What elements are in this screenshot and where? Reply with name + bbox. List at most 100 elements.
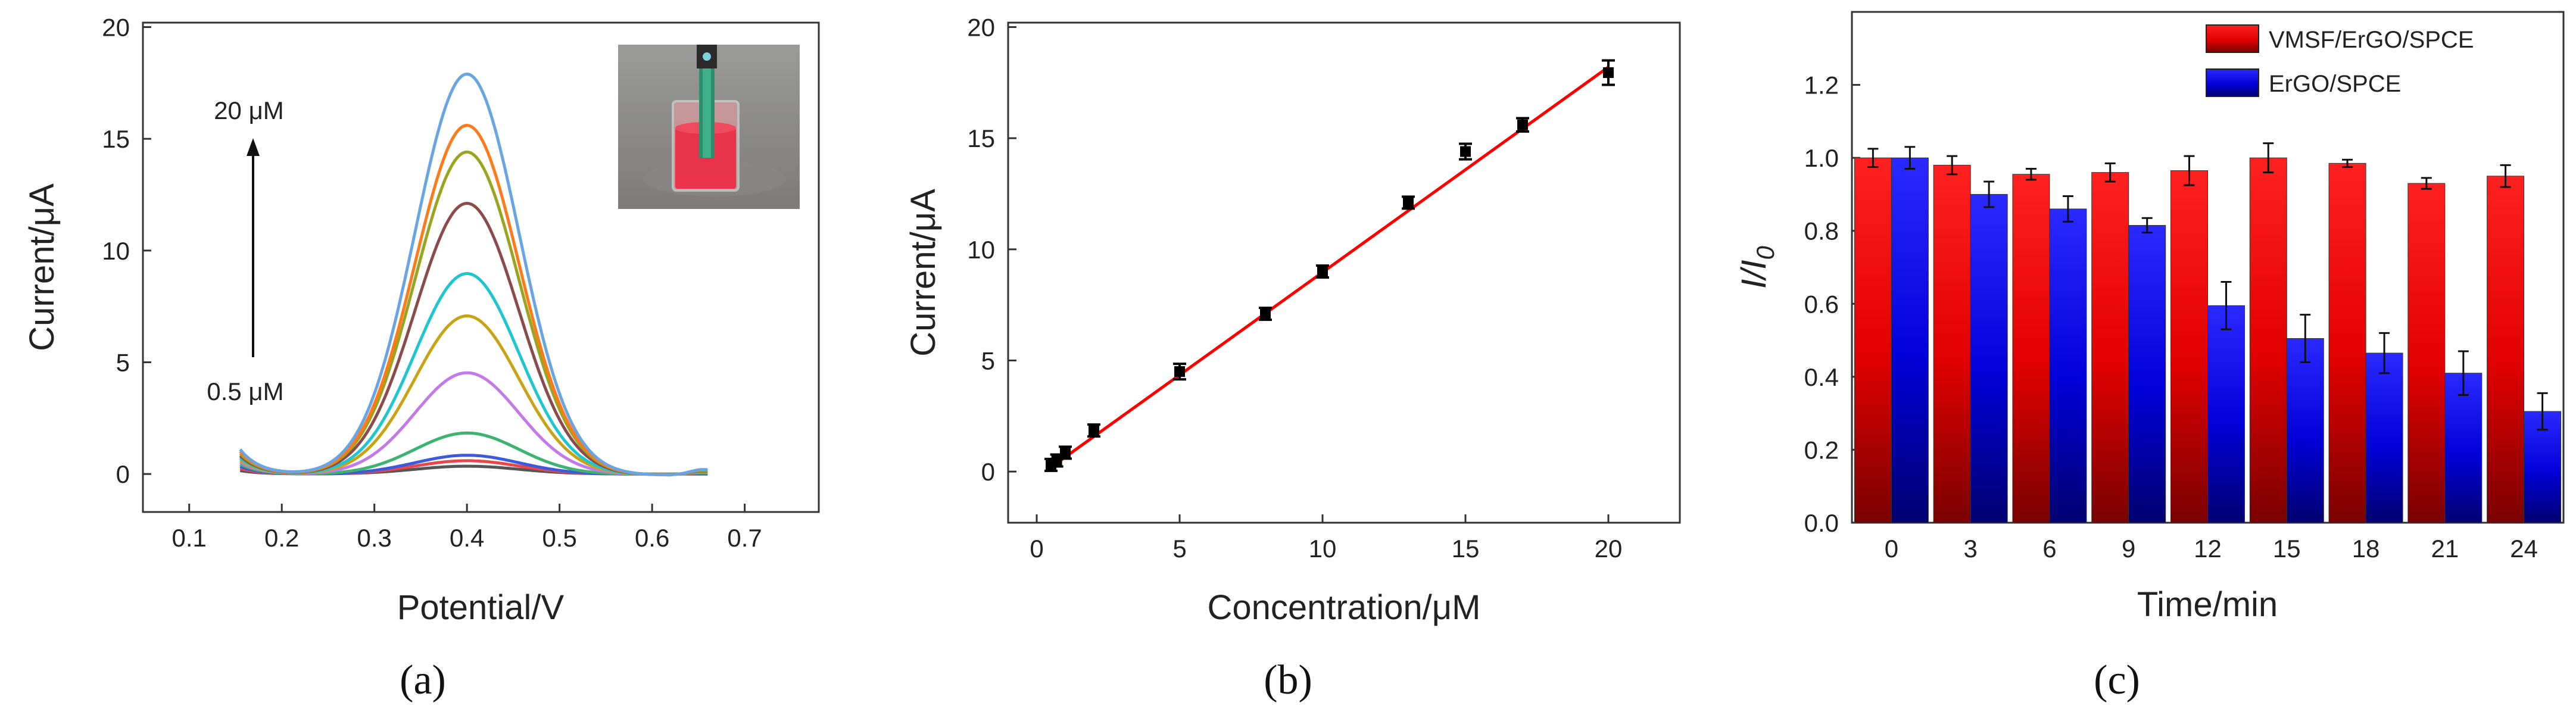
panel-c-x-tick-label: 12 <box>2194 535 2222 563</box>
panel-a-x-tick-label: 0.2 <box>264 524 299 552</box>
panel-b-data-point <box>1460 146 1471 157</box>
panel-a-y-axis-label: Current/μA <box>23 183 61 351</box>
panel-b-x-axis-label: Concentration/μM <box>1208 588 1481 627</box>
panel-c-x-axis-label: Time/min <box>2137 585 2278 624</box>
panel-a-x-tick-label: 0.4 <box>450 524 484 552</box>
panel-a-voltammograms: 0.1 0.2 0.3 0.4 0.5 0.6 0.7 0 5 10 15 20 Potential/… <box>23 14 820 703</box>
panel-b-data-point <box>1317 266 1328 277</box>
panel-c-x-tick-label: 24 <box>2510 535 2538 563</box>
panel-c-y-tick-label: 0.8 <box>1804 217 1839 245</box>
panel-c-bar-vmsf <box>2012 174 2050 523</box>
panel-a-x-tick-label: 0.7 <box>727 524 762 552</box>
panel-b-x-tick-label: 10 <box>1309 535 1337 563</box>
panel-b-data-point <box>1260 308 1271 320</box>
panel-c-bar-vmsf <box>1854 157 1892 523</box>
panel-a-arrowhead <box>247 138 260 156</box>
panel-a-x-axis-label: Potential/V <box>397 588 565 627</box>
panel-b-fit-line <box>1047 65 1610 471</box>
panel-c-bar-ergo <box>2049 208 2087 523</box>
panel-c-bars <box>1854 142 2562 523</box>
panel-a-curve-5 <box>239 371 708 476</box>
panel-c-y-tick-label: 0.6 <box>1804 290 1839 318</box>
panel-a-curve-11 <box>239 72 708 477</box>
panel-b-data-point <box>1174 366 1185 377</box>
panel-b-calibration: 0 5 10 15 20 0 5 10 15 20 Concentration/μM Curren… <box>904 13 1681 703</box>
panel-a-x-tick-label: 0.1 <box>172 524 207 552</box>
panel-c-bar-ergo <box>2286 338 2324 523</box>
legend-label-ergo: ErGO/SPCE <box>2269 71 2401 97</box>
panel-c-bar-vmsf <box>2328 163 2366 523</box>
panel-c-bar-vmsf <box>2091 172 2129 523</box>
panel-a-axis-ticks: 0.1 0.2 0.3 0.4 0.5 0.6 0.7 0 5 10 15 20 <box>102 14 762 552</box>
panel-a-x-tick-label: 0.6 <box>635 524 669 552</box>
panel-c-x-tick-label: 9 <box>2122 535 2135 563</box>
panel-b-x-tick-label: 20 <box>1595 535 1623 563</box>
legend-swatch-ergo <box>2206 68 2259 97</box>
panel-c-bar-vmsf <box>2407 183 2446 523</box>
panel-a-y-tick-label: 20 <box>102 14 130 42</box>
panel-b-x-tick-label: 0 <box>1030 535 1043 563</box>
panel-b-label: (b) <box>1264 657 1312 703</box>
panel-b-y-tick-label: 5 <box>981 346 995 374</box>
panel-c-bar-ergo <box>2444 373 2483 523</box>
panel-c-bar-vmsf <box>2170 170 2208 523</box>
panel-a-curve-6 <box>239 314 708 476</box>
panel-b-data-point <box>1060 447 1071 458</box>
panel-c-y-tick-label: 0.4 <box>1804 363 1839 391</box>
panel-c-x-tick-label: 0 <box>1885 535 1898 563</box>
panel-a-curves <box>239 72 708 477</box>
panel-a-y-tick-label: 10 <box>102 237 130 265</box>
panel-a-annotation-bottom: 0.5 μM <box>207 377 283 405</box>
panel-b-x-tick-label: 15 <box>1452 535 1480 563</box>
panel-c-y-tick-label: 1.2 <box>1804 71 1839 99</box>
panel-b-x-tick-label: 5 <box>1172 535 1186 563</box>
panel-c-x-tick-label: 15 <box>2273 535 2301 563</box>
panel-a-curve-4 <box>239 431 708 476</box>
panel-a-annotation-top: 20 μM <box>214 96 284 124</box>
panel-c-stability: 0.0 0.2 0.4 0.6 0.8 1.0 1.2 0 3 6 9 12 15 18 21 24 VMSF… <box>1735 11 2565 703</box>
panel-a-x-tick-label: 0.3 <box>357 524 392 552</box>
panel-b-data <box>1044 59 1615 472</box>
panel-a-plot-frame <box>142 21 820 513</box>
panel-a-inset-photo <box>618 45 800 209</box>
panel-c-x-tick-label: 21 <box>2431 535 2459 563</box>
panel-b-data-point <box>1517 119 1528 130</box>
panel-c-y-tick-label: 0.0 <box>1804 509 1839 537</box>
legend-label-vmsf: VMSF/ErGO/SPCE <box>2269 27 2474 53</box>
panel-a-x-tick-label: 0.5 <box>542 524 576 552</box>
panel-c-bar-ergo <box>1970 193 2008 523</box>
panel-a-y-tick-label: 5 <box>116 349 130 377</box>
panel-b-axis-ticks: 0 5 10 15 20 0 5 10 15 20 <box>967 13 1622 563</box>
panel-c-label: (c) <box>2094 657 2140 703</box>
panel-b-y-tick-label: 0 <box>981 458 995 486</box>
panel-b-y-axis-label: Current/μA <box>904 189 943 357</box>
panel-a-label: (a) <box>400 657 446 703</box>
panel-c-bar-ergo <box>2128 225 2166 523</box>
panel-c-y-axis-label: I/I0 <box>1735 246 1779 289</box>
panel-c-bar-ergo <box>1891 157 1929 523</box>
panel-a-y-tick-label: 15 <box>102 125 130 153</box>
panel-c-y-tick-label: 0.2 <box>1804 436 1839 464</box>
panel-b-y-tick-label: 15 <box>967 124 995 152</box>
panel-c-x-tick-label: 18 <box>2352 535 2380 563</box>
panel-a-y-tick-label: 0 <box>116 460 130 488</box>
panel-b-y-tick-label: 10 <box>967 236 995 264</box>
panel-b-data-point <box>1089 425 1099 436</box>
panel-c-y-tick-label: 1.0 <box>1804 144 1839 172</box>
panel-c-bar-ergo <box>2207 305 2245 523</box>
legend-swatch-vmsf <box>2206 24 2259 53</box>
panel-c-y-axis-sub: 0 <box>1751 246 1779 260</box>
panel-c-axis-ticks: 0.0 0.2 0.4 0.6 0.8 1.0 1.2 0 3 6 9 12 15 18 21 24 <box>1804 71 2538 563</box>
panel-c-y-axis-main: I/I <box>1735 260 1773 289</box>
panel-b-data-point <box>1603 67 1614 78</box>
panel-c-bar-vmsf <box>2249 157 2287 523</box>
panel-c-bar-vmsf <box>1933 164 1971 523</box>
panel-c-bar-ergo <box>2365 352 2403 523</box>
panel-c-bar-vmsf <box>2487 176 2525 523</box>
panel-c-legend: VMSF/ErGO/SPCE ErGO/SPCE <box>2206 24 2474 97</box>
panel-b-data-point <box>1403 197 1414 208</box>
panel-b-y-tick-label: 20 <box>967 13 995 41</box>
panel-c-x-tick-label: 6 <box>2042 535 2056 563</box>
panel-b-plot-frame <box>1007 21 1681 524</box>
